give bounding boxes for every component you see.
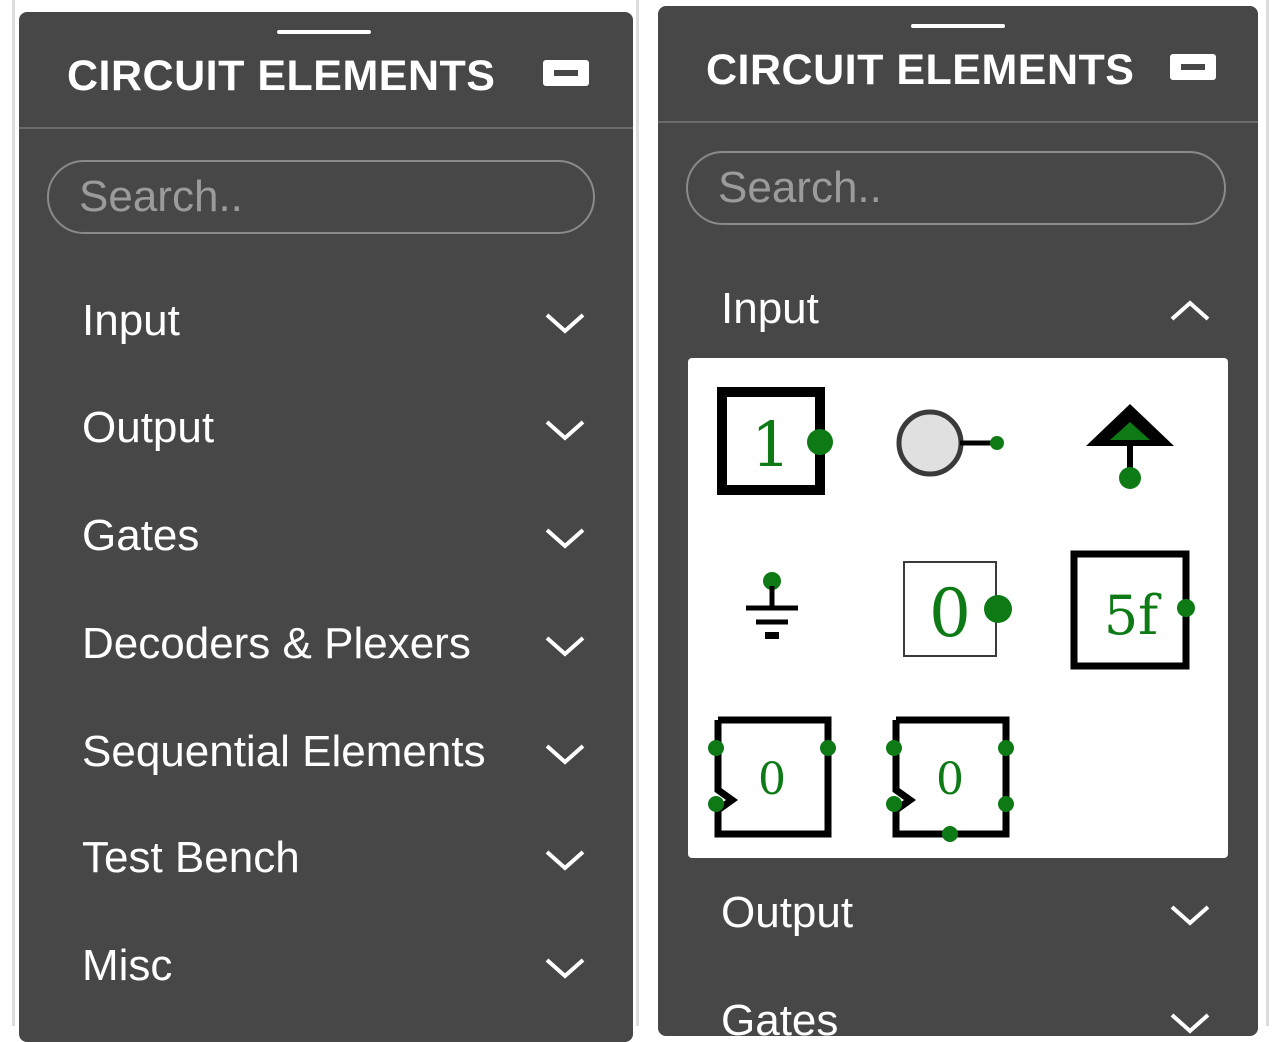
clock-input-enable-icon[interactable]: 0: [886, 714, 1018, 844]
chevron-down-icon[interactable]: [543, 847, 587, 873]
chevron-down-icon[interactable]: [543, 741, 587, 767]
chevron-down-icon[interactable]: [1168, 1010, 1212, 1036]
category-label: Output: [82, 403, 215, 452]
chevron-down-icon[interactable]: [543, 310, 587, 336]
chevron-down-icon[interactable]: [543, 525, 587, 551]
button-icon[interactable]: [894, 408, 1014, 478]
drag-handle[interactable]: [277, 30, 371, 34]
drag-handle[interactable]: [911, 24, 1005, 28]
right-border: [1266, 0, 1269, 1026]
constant-value-text: 1: [751, 408, 790, 481]
minimize-button[interactable]: [543, 60, 589, 86]
constant-hex-icon[interactable]: 5f: [1068, 548, 1196, 672]
clock-input-icon[interactable]: 0: [708, 714, 840, 844]
category-label: Output: [721, 888, 854, 937]
input-elements-tray: 1 0: [688, 358, 1228, 858]
chevron-down-icon[interactable]: [543, 633, 587, 659]
power-icon[interactable]: [1084, 400, 1184, 492]
category-gates[interactable]: Gates: [658, 982, 1258, 1036]
category-label: Gates: [82, 511, 200, 560]
input-icon[interactable]: 0: [902, 560, 1018, 662]
panel-title: CIRCUIT ELEMENTS: [706, 46, 1135, 94]
category-gates[interactable]: Gates: [19, 497, 633, 577]
category-output[interactable]: Output: [19, 389, 633, 469]
header-divider: [19, 127, 633, 129]
category-decoders-plexers[interactable]: Decoders & Plexers: [19, 605, 633, 685]
ground-icon[interactable]: [742, 572, 812, 644]
search-input[interactable]: [47, 160, 595, 234]
category-label: Input: [82, 296, 180, 345]
category-label: Gates: [721, 996, 839, 1036]
panel-title: CIRCUIT ELEMENTS: [67, 52, 496, 100]
category-misc[interactable]: Misc: [19, 927, 633, 1007]
category-input[interactable]: Input: [658, 270, 1258, 350]
category-input[interactable]: Input: [19, 282, 633, 362]
constant-hex-text: 5f: [1104, 584, 1162, 647]
chevron-down-icon[interactable]: [543, 955, 587, 981]
constant-value-icon[interactable]: 1: [716, 386, 836, 498]
clock-input-enable-text: 0: [936, 754, 964, 805]
circuit-elements-panel-collapsed: CIRCUIT ELEMENTS Input Output Gates Deco…: [19, 12, 633, 1042]
clock-input-text: 0: [758, 754, 786, 805]
category-label: Test Bench: [82, 833, 300, 882]
category-label: Sequential Elements: [82, 727, 486, 776]
chevron-down-icon[interactable]: [1168, 902, 1212, 928]
input-value-text: 0: [929, 575, 971, 652]
category-test-bench[interactable]: Test Bench: [19, 819, 633, 899]
category-label: Decoders & Plexers: [82, 619, 471, 668]
chevron-up-icon[interactable]: [1168, 298, 1212, 324]
category-output[interactable]: Output: [658, 874, 1258, 954]
minimize-button[interactable]: [1170, 54, 1216, 80]
search-input[interactable]: [686, 151, 1226, 225]
divider: [636, 0, 639, 1026]
left-border: [12, 0, 15, 1026]
header-divider: [658, 121, 1258, 123]
circuit-elements-panel-expanded: CIRCUIT ELEMENTS Input 1: [658, 6, 1258, 1036]
category-label: Misc: [82, 941, 173, 990]
category-sequential-elements[interactable]: Sequential Elements: [19, 713, 633, 793]
category-label: Input: [721, 284, 819, 333]
chevron-down-icon[interactable]: [543, 417, 587, 443]
